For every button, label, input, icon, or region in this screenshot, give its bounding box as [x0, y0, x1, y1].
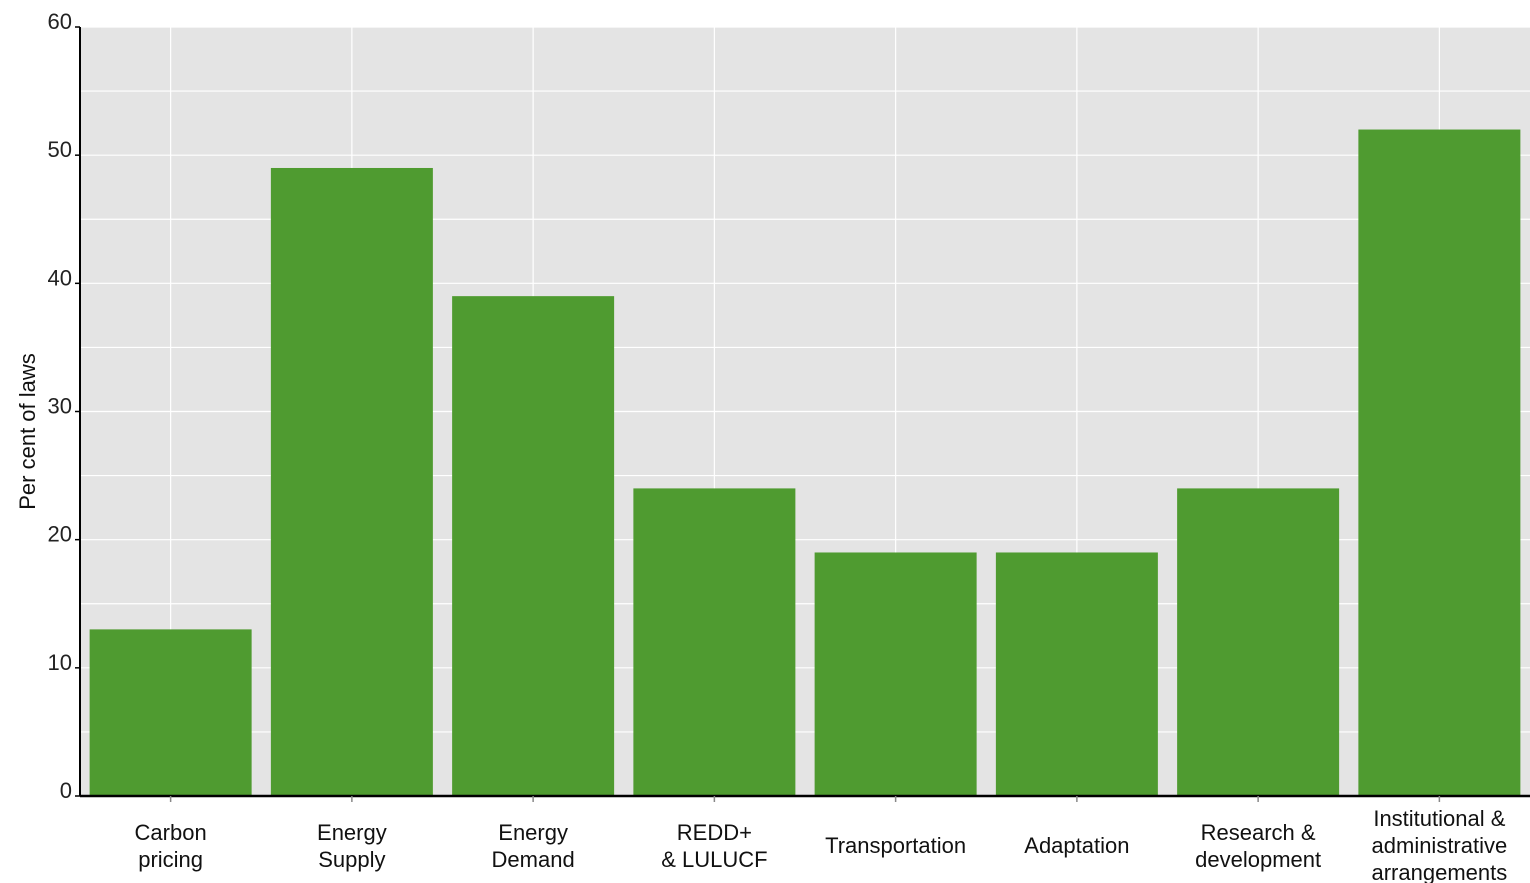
x-tick-label: Energy Supply [317, 820, 387, 872]
bars [89, 129, 1521, 797]
x-tick-label: Transportation [825, 833, 966, 858]
y-tick-label: 10 [48, 650, 72, 675]
bar [270, 167, 433, 796]
x-tick-label: Research & development [1195, 820, 1321, 872]
y-tick-label: 0 [60, 778, 72, 803]
y-tick-label: 40 [48, 265, 72, 290]
y-tick-label: 30 [48, 394, 72, 419]
x-tick-labels: Carbon pricing Energy Supply Energy Demand RED… [135, 806, 1508, 883]
x-tick-label: REDD+ & LULUCF [661, 820, 767, 872]
x-tick-label: Carbon pricing [135, 820, 207, 872]
bar [995, 552, 1158, 796]
bar [1177, 488, 1340, 796]
x-tick-label: Energy Demand [492, 820, 575, 872]
bar [633, 488, 796, 796]
bar [1358, 129, 1521, 797]
axes [75, 26, 1530, 802]
y-axis-label: Per cent of laws [15, 353, 40, 510]
bar [814, 552, 977, 796]
y-tick-labels: 0 10 20 30 40 50 60 [48, 9, 72, 803]
x-tick-label: Adaptation [1024, 833, 1129, 858]
y-tick-label: 50 [48, 137, 72, 162]
bar [89, 629, 252, 796]
bar [452, 296, 615, 796]
y-tick-label: 20 [48, 522, 72, 547]
x-tick-label: Institutional & administrative arrangement… [1372, 806, 1508, 883]
y-tick-label: 60 [48, 9, 72, 34]
